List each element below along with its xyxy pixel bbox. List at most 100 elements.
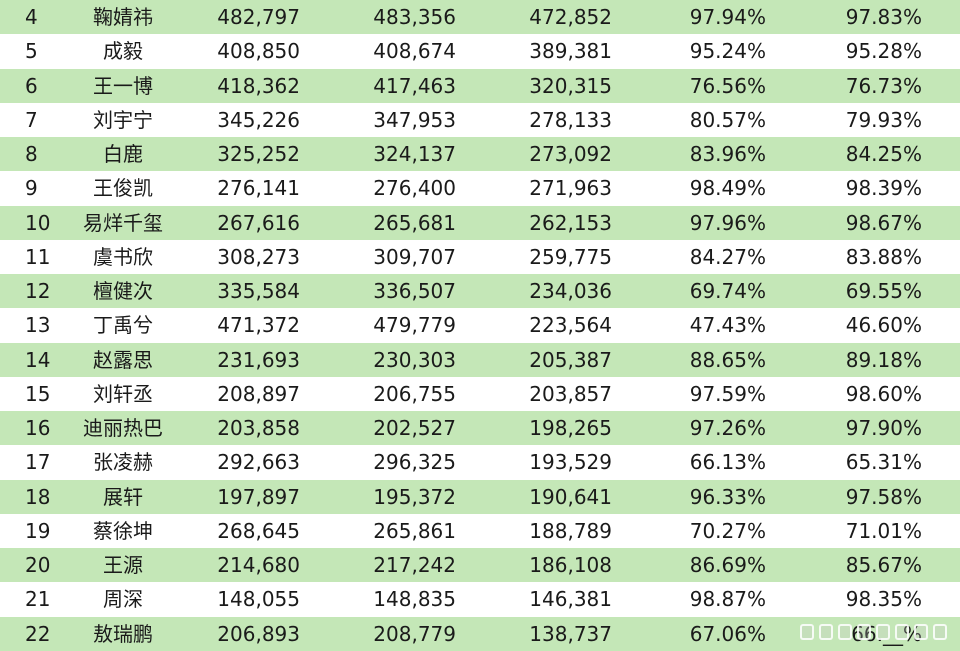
rank-cell: 9 xyxy=(25,176,38,201)
value-1-cell: 408,850 xyxy=(217,39,300,64)
name-cell: 周深 xyxy=(103,587,143,612)
percent-2-cell: 98.39% xyxy=(845,176,922,201)
value-2-cell: 324,137 xyxy=(373,142,456,167)
value-1-cell: 231,693 xyxy=(217,347,300,372)
name-cell: 虞书欣 xyxy=(93,244,153,269)
name-cell: 赵露思 xyxy=(93,347,153,372)
value-3-cell: 234,036 xyxy=(529,279,612,304)
value-1-cell: 206,893 xyxy=(217,621,300,646)
percent-1-cell: 66.13% xyxy=(689,450,766,475)
percent-2-cell: 69.55% xyxy=(845,279,922,304)
value-2-cell: 265,681 xyxy=(373,210,456,235)
value-1-cell: 471,372 xyxy=(217,313,300,338)
rank-cell: 8 xyxy=(25,142,38,167)
name-cell: 鞠婧祎 xyxy=(93,5,153,30)
percent-1-cell: 69.74% xyxy=(689,279,766,304)
percent-1-cell: 47.43% xyxy=(689,313,766,338)
value-3-cell: 278,133 xyxy=(529,107,612,132)
percent-1-cell: 83.96% xyxy=(689,142,766,167)
table-row: 18 展轩 197,897 195,372 190,641 96.33% 97.58% xyxy=(0,479,960,514)
rank-cell: 18 xyxy=(25,484,51,509)
percent-1-cell: 67.06% xyxy=(689,621,766,646)
percent-1-cell: 97.96% xyxy=(689,210,766,235)
name-cell: 刘宇宁 xyxy=(93,107,153,132)
percent-2-cell: 97.58% xyxy=(845,484,922,509)
table-row: 5 成毅 408,850 408,674 389,381 95.24% 95.28% xyxy=(0,34,960,69)
table-row: 10 易烊千玺 267,616 265,681 262,153 97.96% 98.67% xyxy=(0,205,960,240)
table-row: 19 蔡徐坤 268,645 265,861 188,789 70.27% 71.01% xyxy=(0,513,960,549)
percent-2-cell: 97.90% xyxy=(845,416,922,441)
value-1-cell: 418,362 xyxy=(217,73,300,98)
rank-cell: 7 xyxy=(25,107,38,132)
name-cell: 展轩 xyxy=(103,484,143,509)
percent-2-cell: 79.93% xyxy=(845,107,922,132)
name-cell: 敖瑞鹏 xyxy=(93,621,153,646)
value-1-cell: 345,226 xyxy=(217,107,300,132)
rank-cell: 17 xyxy=(25,450,51,475)
value-1-cell: 197,897 xyxy=(217,484,300,509)
value-2-cell: 347,953 xyxy=(373,107,456,132)
value-2-cell: 195,372 xyxy=(373,484,456,509)
rank-cell: 20 xyxy=(25,553,51,578)
value-1-cell: 203,858 xyxy=(217,416,300,441)
name-cell: 檀健次 xyxy=(93,279,153,304)
percent-1-cell: 88.65% xyxy=(689,347,766,372)
percent-1-cell: 97.94% xyxy=(689,5,766,30)
value-1-cell: 148,055 xyxy=(217,587,300,612)
table-row: 12 檀健次 335,584 336,507 234,036 69.74% 69.55% xyxy=(0,274,960,309)
value-2-cell: 296,325 xyxy=(373,450,456,475)
name-cell: 王一博 xyxy=(93,73,153,98)
value-2-cell: 479,779 xyxy=(373,313,456,338)
name-cell: 易烊千玺 xyxy=(83,210,163,235)
value-1-cell: 482,797 xyxy=(217,5,300,30)
percent-1-cell: 97.59% xyxy=(689,381,766,406)
percent-2-cell: 84.25% xyxy=(845,142,922,167)
value-2-cell: 230,303 xyxy=(373,347,456,372)
name-cell: 王源 xyxy=(103,553,143,578)
value-2-cell: 336,507 xyxy=(373,279,456,304)
table-row: 22 敖瑞鹏 206,893 208,779 138,737 67.06% 66.__% xyxy=(0,616,960,651)
percent-1-cell: 86.69% xyxy=(689,553,766,578)
percent-2-cell: 85.67% xyxy=(845,553,922,578)
rank-cell: 16 xyxy=(25,416,51,441)
rank-cell: 21 xyxy=(25,587,51,612)
rank-cell: 22 xyxy=(25,621,51,646)
value-2-cell: 202,527 xyxy=(373,416,456,441)
value-3-cell: 389,381 xyxy=(529,39,612,64)
value-2-cell: 417,463 xyxy=(373,73,456,98)
name-cell: 丁禹兮 xyxy=(93,313,153,338)
rank-cell: 14 xyxy=(25,347,51,372)
value-3-cell: 472,852 xyxy=(529,5,612,30)
table-row: 4 鞠婧祎 482,797 483,356 472,852 97.94% 97.83% xyxy=(0,0,960,35)
value-3-cell: 262,153 xyxy=(529,210,612,235)
value-1-cell: 267,616 xyxy=(217,210,300,235)
table-row: 8 白鹿 325,252 324,137 273,092 83.96% 84.25% xyxy=(0,137,960,172)
rank-cell: 12 xyxy=(25,279,51,304)
value-2-cell: 206,755 xyxy=(373,381,456,406)
value-3-cell: 271,963 xyxy=(529,176,612,201)
percent-1-cell: 76.56% xyxy=(689,73,766,98)
value-2-cell: 265,861 xyxy=(373,518,456,543)
value-3-cell: 193,529 xyxy=(529,450,612,475)
percent-2-cell: 98.60% xyxy=(845,381,922,406)
value-1-cell: 325,252 xyxy=(217,142,300,167)
name-cell: 迪丽热巴 xyxy=(83,416,163,441)
name-cell: 张凌赫 xyxy=(93,450,153,475)
table-row: 9 王俊凯 276,141 276,400 271,963 98.49% 98.39% xyxy=(0,171,960,206)
percent-2-cell: 76.73% xyxy=(845,73,922,98)
rank-cell: 15 xyxy=(25,381,51,406)
value-3-cell: 203,857 xyxy=(529,381,612,406)
value-3-cell: 138,737 xyxy=(529,621,612,646)
table-row: 6 王一博 418,362 417,463 320,315 76.56% 76.73% xyxy=(0,68,960,103)
percent-1-cell: 95.24% xyxy=(689,39,766,64)
table-row: 7 刘宇宁 345,226 347,953 278,133 80.57% 79.93% xyxy=(0,102,960,138)
value-3-cell: 190,641 xyxy=(529,484,612,509)
table-row: 17 张凌赫 292,663 296,325 193,529 66.13% 65.31% xyxy=(0,445,960,480)
rank-cell: 19 xyxy=(25,518,51,543)
percent-2-cell: 89.18% xyxy=(845,347,922,372)
value-1-cell: 335,584 xyxy=(217,279,300,304)
value-3-cell: 223,564 xyxy=(529,313,612,338)
percent-2-cell: 83.88% xyxy=(845,244,922,269)
table-row: 16 迪丽热巴 203,858 202,527 198,265 97.26% 97.90% xyxy=(0,411,960,446)
value-1-cell: 276,141 xyxy=(217,176,300,201)
